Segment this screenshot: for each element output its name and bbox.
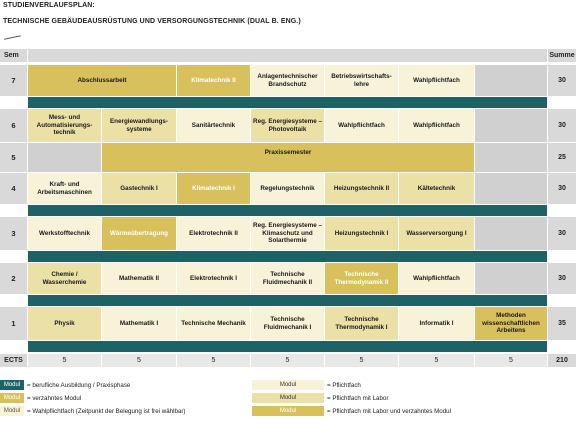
empty-cell	[475, 173, 547, 204]
ects-label: ECTS	[0, 354, 27, 367]
module-cell: Klimatechnik II	[177, 65, 250, 96]
module-cell: Reg. Energiesysteme – Klimaschutz und So…	[251, 217, 324, 250]
module-cell: Wahlpflichtfach	[325, 109, 398, 142]
module-cell: Mathematik II	[102, 263, 176, 294]
practice-band	[28, 295, 547, 306]
empty-cell	[475, 109, 547, 142]
module-cell: Heizungstechnik I	[325, 217, 398, 250]
ects-value: 5	[399, 354, 474, 367]
module-cell: Wahlpflichtfach	[399, 263, 474, 294]
module-cell: Kraft- und Arbeitsmaschinen	[28, 173, 101, 204]
legend-swatch: Modul	[252, 380, 324, 390]
practice-band	[28, 97, 547, 108]
legend-swatch: Modul	[252, 393, 324, 403]
module-cell: Technische Thermodynamik II	[325, 263, 398, 294]
ects-value: 5	[177, 354, 250, 367]
sem-number: 5	[0, 143, 27, 172]
empty-cell	[475, 65, 547, 96]
legend-text: = Pflichtfach mit Labor	[327, 394, 389, 402]
legend-item: Modul = Pflichtfach mit Labor und verzah…	[252, 406, 451, 416]
sem-number: 3	[0, 217, 27, 250]
module-cell: Sanitärtechnik	[177, 109, 250, 142]
sem-number: 1	[0, 307, 27, 340]
module-cell: Technische Fluidmechanik II	[251, 263, 324, 294]
ects-value: 5	[251, 354, 324, 367]
module-cell: Energiewandlungs-systeme	[102, 109, 176, 142]
sem-number: 7	[0, 65, 27, 96]
sem-sum: 25	[548, 143, 576, 172]
module-cell: Mathematik I	[102, 307, 176, 340]
legend-text: = berufliche Ausbildung / Praxisphase	[27, 381, 131, 389]
module-cell: Technische Mechanik	[177, 307, 250, 340]
sem-number: 6	[0, 109, 27, 142]
sem-number: 2	[0, 263, 27, 294]
legend-item: Modul = Wahlpflichtfach (Zeitpunkt der B…	[0, 406, 186, 416]
practice-band	[28, 205, 547, 216]
ects-value: 5	[28, 354, 101, 367]
sem-number: 4	[0, 173, 27, 204]
title-rule	[4, 35, 21, 40]
module-cell: Technische Thermodynamik I	[325, 307, 398, 340]
module-cell: Wasserversorgung I	[399, 217, 474, 250]
module-cell: Regelungstechnik	[251, 173, 324, 204]
module-cell: Wahlpflichtfach	[399, 109, 474, 142]
module-cell: Kältetechnik	[399, 173, 474, 204]
legend-text: = Pflichtfach	[327, 381, 361, 389]
legend-item: Modul = berufliche Ausbildung / Praxisph…	[0, 380, 130, 390]
module-cell: Mess- und Automatisierungs-technik	[28, 109, 101, 142]
module-cell: Chemie / Wasserchemie	[28, 263, 101, 294]
module-cell: Wahlpflichtfach	[399, 65, 474, 96]
module-cell: Physik	[28, 307, 101, 340]
header-sum: Summe	[548, 49, 576, 62]
module-cell: Praxissemester	[102, 143, 474, 172]
legend-item: Modul = Pflichtfach	[252, 380, 361, 390]
legend-text: = Pflichtfach mit Labor und verzahntes M…	[327, 407, 451, 415]
module-cell: Werkstofftechnik	[28, 217, 101, 250]
sem-sum: 30	[548, 263, 576, 294]
empty-cell	[28, 143, 101, 172]
practice-band	[28, 251, 547, 262]
module-cell: Elektrotechnik I	[177, 263, 250, 294]
legend-swatch: Modul	[0, 406, 24, 416]
page-subtitle: TECHNISCHE GEBÄUDEAUSRÜSTUNG UND VERSORG…	[3, 18, 301, 25]
empty-cell	[475, 217, 547, 250]
header-spacer	[28, 49, 547, 62]
sem-sum: 30	[548, 173, 576, 204]
legend-text: = verzahntes Modul	[27, 394, 82, 402]
module-cell: Betriebswirtschafts-lehre	[325, 65, 398, 96]
header-sem: Sem	[0, 49, 27, 62]
module-cell: Heizungstechnik II	[325, 173, 398, 204]
legend-item: Modul = Pflichtfach mit Labor	[252, 393, 388, 403]
module-cell: Elektrotechnik II	[177, 217, 250, 250]
legend-swatch: Modul	[252, 406, 324, 416]
sem-sum: 30	[548, 65, 576, 96]
empty-cell	[475, 143, 547, 172]
ects-value: 5	[102, 354, 176, 367]
legend-swatch: Modul	[0, 393, 24, 403]
practice-band	[28, 341, 547, 352]
module-cell: Methoden wissenschaftlichen Arbeitens	[475, 307, 547, 340]
ects-value: 5	[475, 354, 547, 367]
sem-sum: 30	[548, 217, 576, 250]
sem-sum: 30	[548, 109, 576, 142]
legend-item: Modul = verzahntes Modul	[0, 393, 81, 403]
ects-sum: 210	[548, 354, 576, 367]
sem-sum: 35	[548, 307, 576, 340]
module-cell: Reg. Energiesysteme – Photovoltaik	[251, 109, 324, 142]
module-cell: Wärmeübertragung	[102, 217, 176, 250]
module-cell: Technische Fluidmechanik I	[251, 307, 324, 340]
ects-value: 5	[325, 354, 398, 367]
legend-text: = Wahlpflichtfach (Zeitpunkt der Belegun…	[27, 407, 186, 415]
legend-swatch: Modul	[0, 380, 24, 390]
module-cell: Abschlussarbeit	[28, 65, 176, 96]
module-cell: Gastechnik I	[102, 173, 176, 204]
page-title: STUDIENVERLAUFSPLAN:	[3, 2, 95, 9]
module-cell: Anlagentechnischer Brandschutz	[251, 65, 324, 96]
module-cell: Klimatechnik I	[177, 173, 250, 204]
module-cell: Informatik I	[399, 307, 474, 340]
empty-cell	[475, 263, 547, 294]
